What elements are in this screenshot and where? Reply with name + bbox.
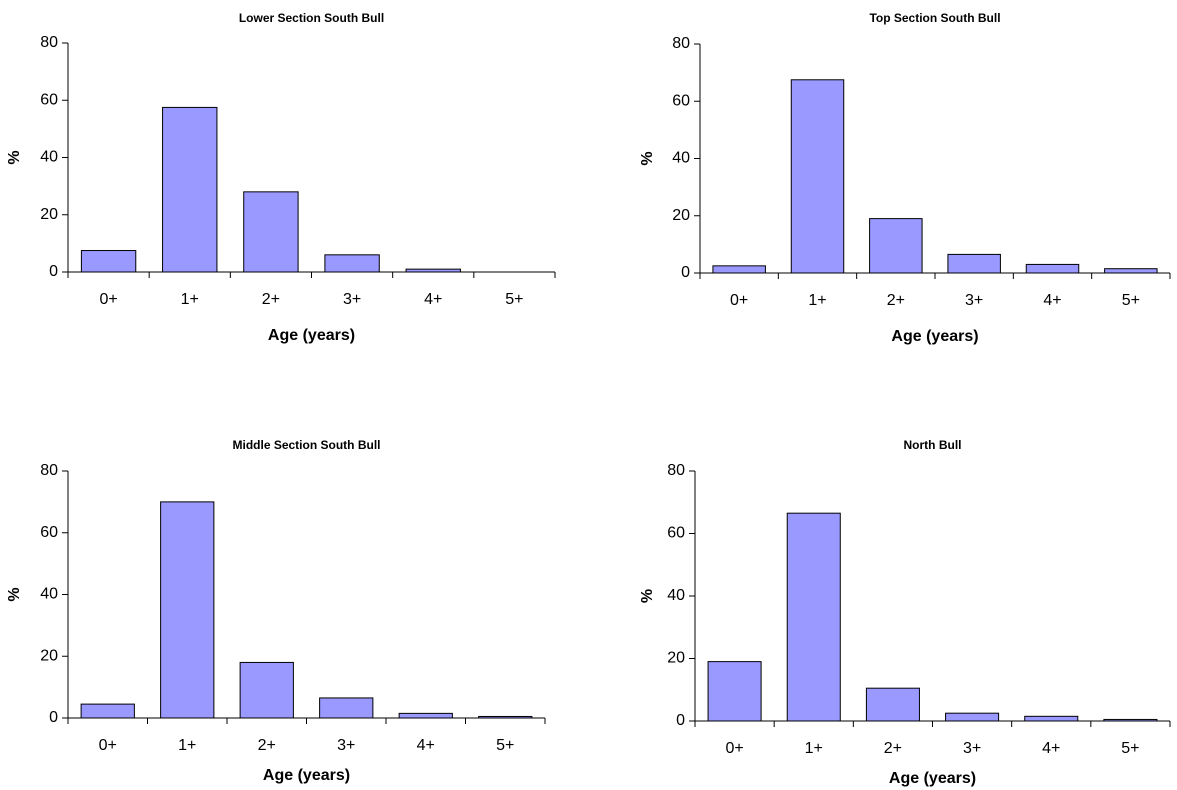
x-axis-label: Age (years)	[268, 327, 355, 344]
x-tick-label: 3+	[337, 737, 355, 754]
y-axis-label: %	[6, 587, 23, 601]
y-tick-label: 80	[667, 462, 685, 479]
chart-title: Lower Section South Bull	[239, 11, 384, 25]
bar	[865, 687, 920, 722]
y-tick-label: 20	[40, 647, 58, 664]
bar	[162, 106, 218, 273]
y-tick-label: 80	[40, 34, 58, 51]
y-tick-label: 0	[49, 709, 58, 726]
bar	[945, 712, 1000, 722]
bar	[869, 218, 923, 274]
x-tick-label: 1+	[181, 291, 199, 308]
y-tick-label: 0	[676, 712, 685, 729]
x-axis-label: Age (years)	[263, 767, 350, 784]
bar	[790, 79, 845, 274]
y-axis-label: %	[639, 589, 656, 603]
bar	[1104, 268, 1158, 274]
x-tick-label: 1+	[805, 740, 823, 757]
x-axis-label: Age (years)	[891, 328, 978, 345]
x-axis-label: Age (years)	[889, 770, 976, 787]
x-tick-label: 5+	[1121, 740, 1139, 757]
chart-title: North Bull	[904, 438, 962, 452]
chart-title: Middle Section South Bull	[233, 438, 381, 452]
y-tick-label: 80	[672, 35, 690, 52]
x-tick-label: 0+	[730, 292, 748, 309]
x-tick-label: 3+	[965, 292, 983, 309]
y-tick-label: 60	[667, 525, 685, 542]
x-tick-label: 5+	[1122, 292, 1140, 309]
chart-title: Top Section South Bull	[869, 11, 1000, 25]
x-tick-label: 5+	[496, 737, 514, 754]
y-tick-label: 40	[672, 150, 690, 167]
bar	[80, 703, 135, 719]
x-tick-label: 0+	[99, 291, 117, 308]
x-tick-label: 1+	[808, 292, 826, 309]
x-tick-label: 2+	[262, 291, 280, 308]
x-tick-label: 2+	[258, 737, 276, 754]
bar	[707, 661, 762, 722]
x-tick-label: 4+	[1043, 292, 1061, 309]
x-tick-label: 2+	[884, 740, 902, 757]
y-tick-label: 60	[40, 524, 58, 541]
y-tick-label: 40	[40, 586, 58, 603]
x-tick-label: 3+	[963, 740, 981, 757]
bar	[1024, 715, 1079, 722]
y-tick-label: 0	[681, 264, 690, 281]
bar	[239, 661, 294, 719]
bar	[243, 191, 299, 273]
bar	[712, 265, 766, 274]
bar	[160, 501, 215, 719]
bar	[1025, 263, 1080, 274]
bar	[324, 254, 380, 273]
bar	[319, 697, 374, 719]
y-tick-label: 20	[672, 207, 690, 224]
y-tick-label: 80	[40, 462, 58, 479]
y-axis-label: %	[639, 151, 656, 165]
y-tick-label: 20	[667, 650, 685, 667]
bar	[786, 512, 841, 722]
bar	[398, 712, 453, 719]
y-axis-label: %	[6, 150, 23, 164]
y-tick-label: 0	[49, 263, 58, 280]
y-tick-label: 60	[672, 92, 690, 109]
x-tick-label: 4+	[1042, 740, 1060, 757]
y-tick-label: 40	[667, 587, 685, 604]
x-tick-label: 1+	[178, 737, 196, 754]
x-tick-label: 2+	[887, 292, 905, 309]
y-tick-label: 40	[40, 149, 58, 166]
x-tick-label: 0+	[725, 740, 743, 757]
x-tick-label: 3+	[343, 291, 361, 308]
x-tick-label: 4+	[417, 737, 435, 754]
x-tick-label: 0+	[99, 737, 117, 754]
y-tick-label: 60	[40, 91, 58, 108]
bar	[80, 250, 137, 273]
bar	[947, 253, 1001, 274]
x-tick-label: 5+	[505, 291, 523, 308]
x-tick-label: 4+	[424, 291, 442, 308]
y-tick-label: 20	[40, 206, 58, 223]
